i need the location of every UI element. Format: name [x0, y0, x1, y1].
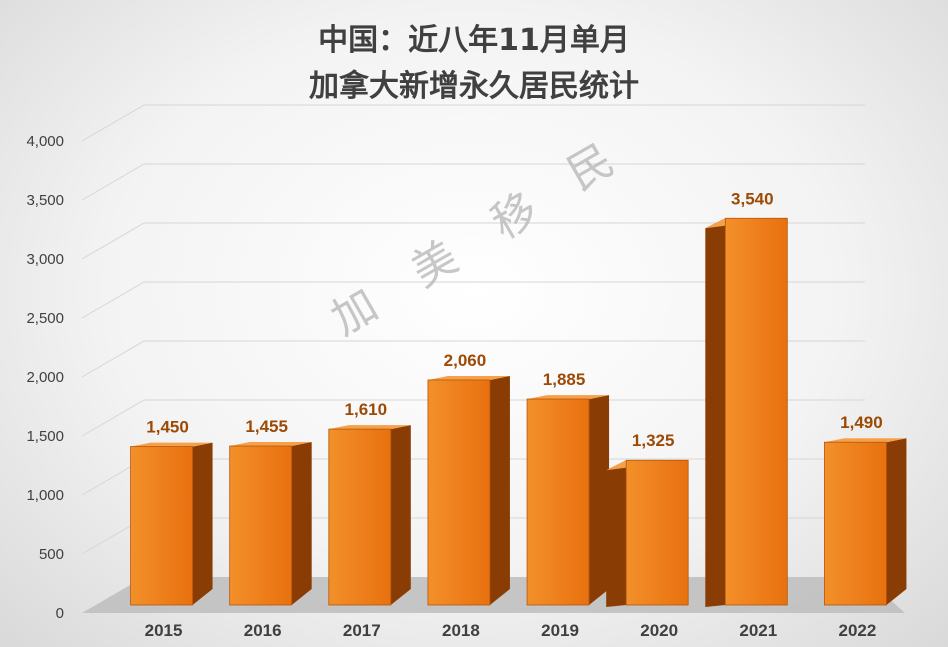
gridline	[81, 281, 865, 319]
watermark-char: 移	[483, 183, 547, 249]
watermark-char: 民	[559, 134, 623, 200]
bar: 3,540	[705, 189, 788, 607]
bar-front	[130, 446, 193, 606]
x-tick-label: 2022	[839, 621, 877, 640]
bar-side	[489, 375, 510, 605]
gridline	[81, 163, 865, 201]
y-axis: 0 500 1,000 1,500 2,000 2,500 3,000 3,500 4,000	[26, 133, 64, 622]
chart-title: 中国：近八年11月单月 加拿大新增永久居民统计	[309, 23, 639, 104]
gridline	[81, 340, 865, 378]
y-tick-label: 500	[39, 546, 64, 563]
data-label: 1,610	[345, 400, 388, 419]
bar-front	[229, 445, 293, 606]
bar: 1,610	[328, 400, 411, 606]
watermark-char: 美	[403, 231, 467, 297]
y-tick-label: 3,500	[26, 192, 64, 209]
bar-front	[824, 441, 887, 606]
bar: 1,455	[229, 417, 312, 606]
bar-front	[427, 379, 491, 606]
bar-side	[291, 442, 312, 605]
bar-side	[589, 395, 610, 605]
bar-side	[192, 442, 213, 605]
bar-front	[724, 217, 788, 606]
data-label: 2,060	[444, 351, 487, 370]
bar-top	[824, 438, 907, 443]
y-tick-label: 1,000	[26, 487, 64, 504]
y-tick-label: 3,000	[26, 251, 64, 268]
data-label: 1,455	[245, 417, 288, 436]
bar-front	[625, 459, 689, 606]
bar-top	[527, 395, 610, 400]
bar: 1,325	[606, 431, 689, 607]
chart-title-line-1: 中国：近八年11月单月	[318, 23, 630, 58]
bar-side	[606, 460, 627, 607]
data-label: 1,885	[543, 370, 586, 389]
data-label: 1,490	[840, 413, 883, 432]
gridline	[81, 399, 865, 437]
y-tick-label: 4,000	[26, 133, 64, 150]
watermark-char: 加	[323, 279, 387, 345]
y-tick-label: 1,500	[26, 428, 64, 445]
bar-side	[390, 425, 411, 605]
x-tick-label: 2017	[343, 621, 381, 640]
gridline	[81, 104, 865, 142]
bars: 1,450 1,455 1,610 2,060 1,885 1,325 3,540 1,490	[130, 189, 907, 607]
data-label: 1,450	[146, 418, 189, 437]
bar-front	[328, 428, 392, 606]
x-tick-label: 2018	[442, 621, 480, 640]
x-tick-label: 2019	[541, 621, 579, 640]
bar-side	[705, 218, 726, 607]
bar-top	[328, 425, 411, 430]
bar-top	[130, 442, 213, 447]
bar: 2,060	[427, 351, 510, 606]
bar: 1,450	[130, 418, 213, 606]
bar-front	[526, 398, 590, 606]
x-tick-label: 2015	[145, 621, 183, 640]
bar-side	[886, 438, 907, 605]
data-label: 3,540	[731, 189, 774, 208]
data-label: 1,325	[632, 431, 675, 450]
bar-top	[427, 375, 510, 380]
x-tick-label: 2016	[244, 621, 282, 640]
gridline	[81, 222, 865, 260]
x-axis: 2015 2016 2017 2018 2019 2020 2021 2022	[145, 621, 877, 640]
chart-title-line-2: 加拿大新增永久居民统计	[309, 69, 639, 104]
y-tick-label: 0	[56, 605, 64, 622]
y-tick-label: 2,500	[26, 310, 64, 327]
x-tick-label: 2021	[739, 621, 777, 640]
bar: 1,885	[526, 370, 610, 606]
bar-top	[229, 442, 312, 447]
y-tick-label: 2,000	[26, 369, 64, 386]
bar: 1,490	[824, 413, 907, 606]
x-tick-label: 2020	[640, 621, 678, 640]
